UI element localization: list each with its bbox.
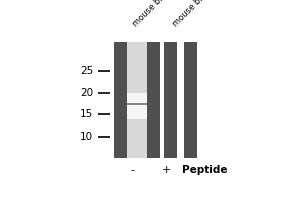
Bar — [147, 42, 160, 158]
Bar — [127, 42, 147, 158]
Text: Peptide: Peptide — [182, 165, 228, 175]
Text: mouse brain: mouse brain — [131, 0, 175, 29]
Text: 20: 20 — [80, 88, 93, 98]
Bar — [127, 103, 147, 105]
Text: 10: 10 — [80, 132, 93, 142]
Bar — [184, 42, 197, 158]
Bar — [164, 42, 177, 158]
Bar — [114, 42, 127, 158]
Text: 25: 25 — [80, 66, 93, 76]
Bar — [127, 93, 147, 119]
Text: +: + — [162, 165, 171, 175]
Text: 15: 15 — [80, 109, 93, 119]
Text: mouse brain: mouse brain — [171, 0, 214, 29]
Text: -: - — [131, 165, 135, 175]
